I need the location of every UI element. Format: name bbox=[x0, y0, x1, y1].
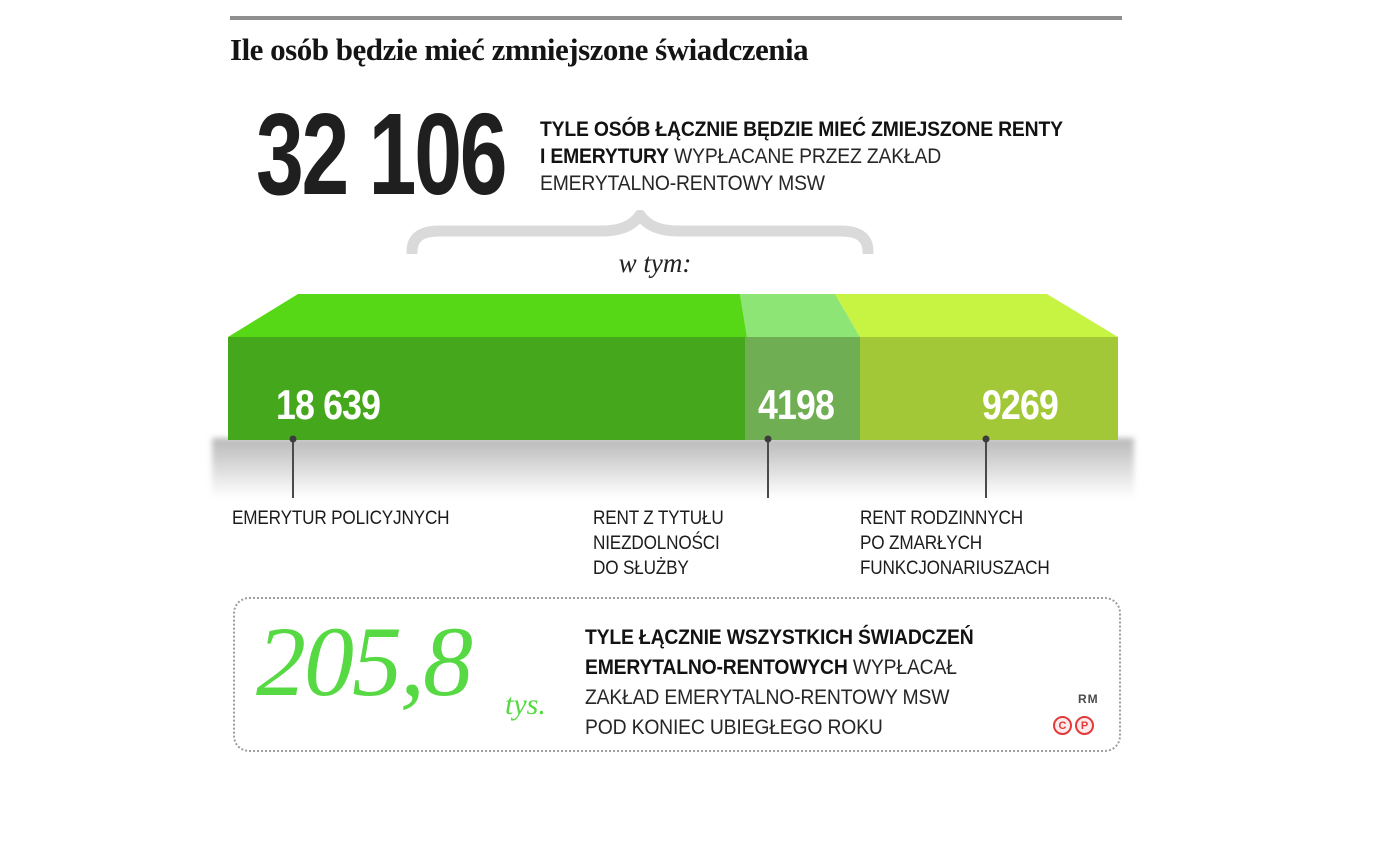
bar-value-label-2: 4198 bbox=[757, 381, 835, 428]
total-description-line: TYLE OSÓB ŁĄCZNIE BĘDZIE MIEĆ ZMIEJSZONE… bbox=[540, 117, 1063, 141]
copyright-c-icon: C bbox=[1053, 716, 1072, 735]
summary-value: 205,8 bbox=[256, 606, 473, 717]
category-label-line: RENT RODZINNYCH bbox=[860, 507, 1023, 529]
curly-brace-path bbox=[406, 210, 874, 254]
summary-box bbox=[233, 597, 1121, 752]
category-label-line: RENT Z TYTUŁU bbox=[593, 507, 724, 529]
subset-label: w tym: bbox=[618, 248, 692, 278]
summary-description-line: EMERYTALNO-RENTOWYCH WYPŁACAŁ bbox=[585, 655, 957, 679]
copyright-p-icon: P bbox=[1075, 716, 1094, 735]
category-label-line: EMERYTUR POLICYJNYCH bbox=[232, 507, 450, 529]
connector-dot-3 bbox=[982, 435, 990, 443]
bar-segment-top-2 bbox=[740, 294, 860, 337]
connector-dot-1 bbox=[289, 435, 297, 443]
brace-graphic bbox=[406, 210, 874, 254]
total-value: 32 106 bbox=[256, 89, 507, 219]
total-description-line: EMERYTALNO-RENTOWY MSW bbox=[540, 171, 825, 195]
category-label-3: RENT RODZINNYCH PO ZMARŁYCH FUNKCJONARIU… bbox=[860, 506, 1050, 581]
summary-description: TYLE ŁĄCZNIE WSZYSTKICH ŚWIADCZEŃ EMERYT… bbox=[585, 622, 974, 742]
bar-shadow bbox=[212, 438, 1134, 498]
bar-value-label-3: 9269 bbox=[981, 381, 1059, 428]
summary-unit: tys. bbox=[505, 688, 546, 721]
category-label-line: FUNKCJONARIUSZACH bbox=[860, 557, 1050, 579]
category-label-line: DO SŁUŻBY bbox=[593, 557, 689, 579]
category-label-2: RENT Z TYTUŁU NIEZDOLNOŚCI DO SŁUŻBY bbox=[593, 506, 724, 581]
top-rule bbox=[230, 16, 1122, 20]
category-label-line: PO ZMARŁYCH bbox=[860, 532, 983, 554]
total-description: TYLE OSÓB ŁĄCZNIE BĘDZIE MIEĆ ZMIEJSZONE… bbox=[540, 116, 1063, 197]
summary-description-line: ZAKŁAD EMERYTALNO-RENTOWY MSW bbox=[585, 685, 950, 709]
category-label-1: EMERYTUR POLICYJNYCH bbox=[232, 506, 450, 531]
credit-label: RM bbox=[1078, 692, 1099, 706]
bar-value-label-1: 18 639 bbox=[276, 381, 381, 428]
connector-dot-2 bbox=[764, 435, 772, 443]
summary-description-line: TYLE ŁĄCZNIE WSZYSTKICH ŚWIADCZEŃ bbox=[585, 625, 974, 649]
summary-description-line: POD KONIEC UBIEGŁEGO ROKU bbox=[585, 715, 883, 739]
bar-segment-top-3 bbox=[835, 294, 1118, 337]
total-description-line: I EMERYTURY WYPŁACANE PRZEZ ZAKŁAD bbox=[540, 144, 942, 168]
bar-segment-top-1 bbox=[228, 294, 747, 337]
category-label-line: NIEZDOLNOŚCI bbox=[593, 532, 720, 554]
page-title: Ile osób będzie mieć zmniejszone świadcz… bbox=[230, 32, 809, 67]
source-badges: C P bbox=[1053, 716, 1094, 735]
